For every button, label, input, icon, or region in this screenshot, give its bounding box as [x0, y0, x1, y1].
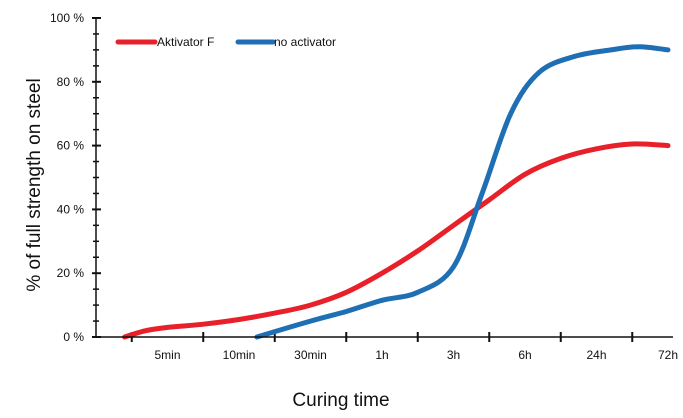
x-tick-label: 30min — [294, 348, 327, 362]
x-tick-label: 1h — [375, 348, 388, 362]
x-tick-label: 6h — [518, 348, 531, 362]
y-tick-label: 100 % — [50, 11, 84, 25]
x-tick-label: 10min — [223, 348, 256, 362]
legend: Aktivator F no activator — [115, 35, 336, 49]
legend-label-no-activator: no activator — [274, 35, 336, 49]
y-tick-label: 40 % — [57, 202, 85, 216]
x-axis-ticks: 5min 10min 30min 1h 3h 6h 24h 72h — [130, 332, 678, 362]
legend-label-aktivator-f: Aktivator F — [157, 35, 214, 49]
y-tick-label: 80 % — [57, 75, 85, 89]
x-tick-label: 3h — [447, 348, 460, 362]
chart-series — [122, 44, 671, 340]
y-tick-label: 20 % — [57, 266, 85, 280]
series-line-no-activator — [254, 44, 671, 340]
y-tick-label: 0 % — [63, 330, 84, 344]
y-tick-label: 60 % — [57, 139, 85, 153]
x-axis-title: Curing time — [292, 390, 389, 411]
x-tick-label: 24h — [586, 348, 606, 362]
y-axis-ticks: 0 % 20 % 40 % 60 % 80 % 100 % — [50, 11, 101, 344]
y-axis-title: % of full strength on steel — [24, 78, 45, 291]
x-tick-label: 72h — [658, 348, 678, 362]
x-tick-label: 5min — [154, 348, 180, 362]
series-line-aktivator-f — [122, 141, 671, 340]
